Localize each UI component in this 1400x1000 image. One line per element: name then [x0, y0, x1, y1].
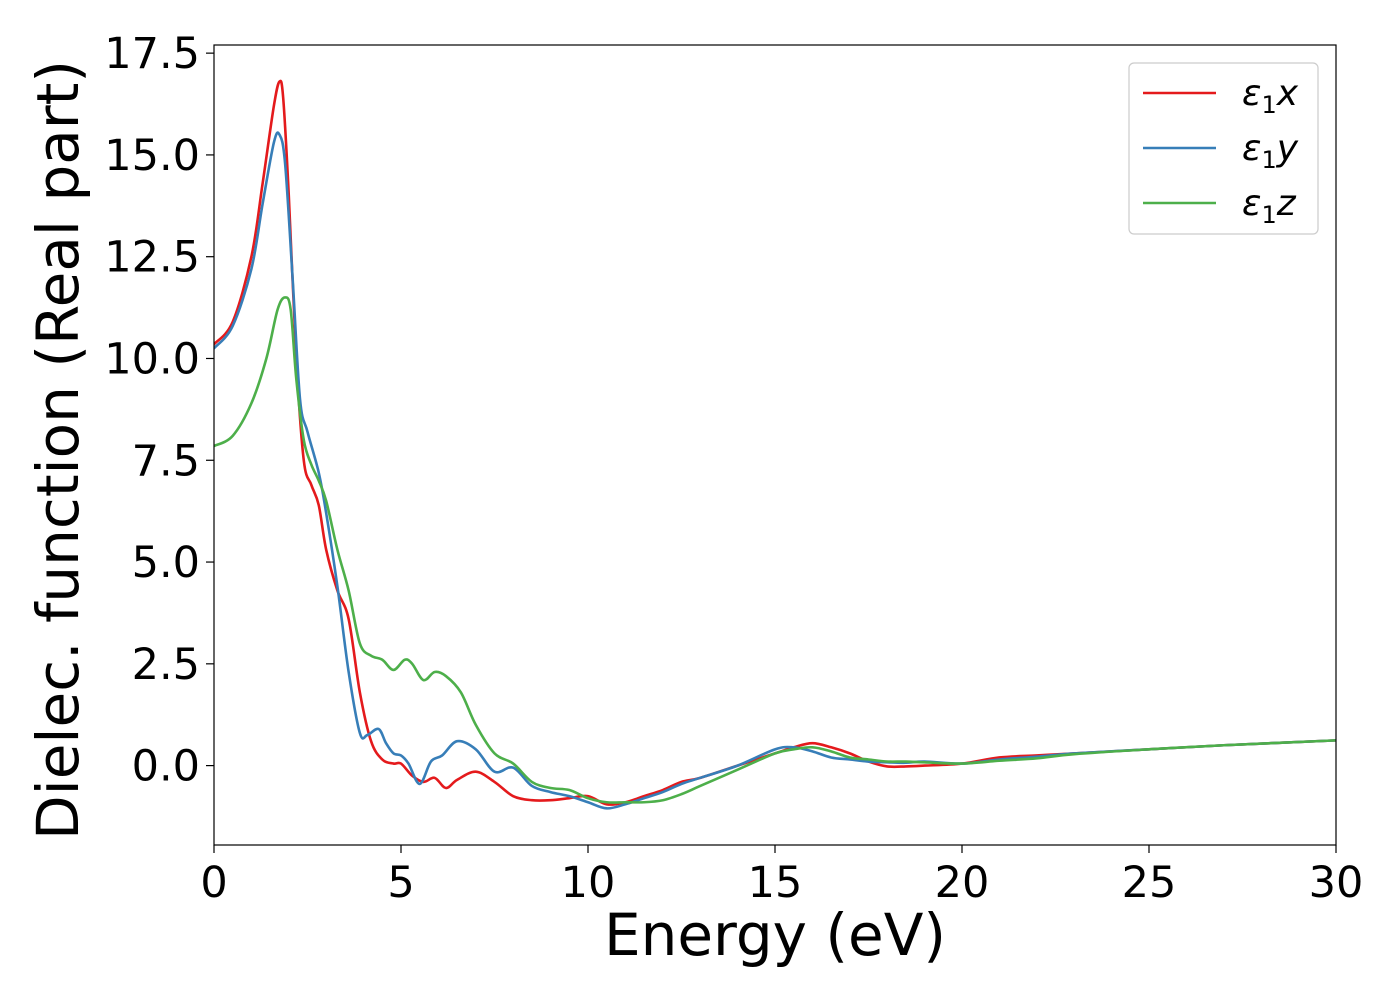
- x-tick-label: 15: [748, 858, 803, 908]
- x-axis: 0 5 10 15 20 25 30: [200, 845, 1363, 908]
- y-tick-label: 2.5: [132, 640, 200, 690]
- legend-box: [1128, 62, 1319, 235]
- legend-variable: z: [1276, 183, 1297, 224]
- legend-symbol: ε: [1242, 73, 1261, 114]
- x-tick-label: 0: [200, 858, 227, 908]
- x-tick-label: 30: [1309, 858, 1364, 908]
- legend-label-x: ε1x: [1242, 73, 1299, 119]
- y-tick-label: 17.5: [104, 29, 200, 79]
- legend-variable: y: [1276, 128, 1299, 169]
- y-tick-label: 0.0: [132, 742, 200, 792]
- y-tick-label: 15.0: [104, 131, 200, 181]
- legend-symbol: ε: [1242, 183, 1261, 224]
- x-tick-label: 20: [935, 858, 990, 908]
- y-axis-title: Dielec. function (Real part): [24, 60, 92, 840]
- legend-subscript: 1: [1261, 146, 1276, 174]
- y-axis: 0.0 2.5 5.0 7.5 10.0 12.5 15.0 17.5: [104, 29, 214, 792]
- legend-label-y: ε1y: [1242, 128, 1299, 174]
- legend-symbol: ε: [1242, 128, 1261, 169]
- y-tick-label: 7.5: [132, 436, 200, 486]
- x-tick-label: 10: [561, 858, 616, 908]
- series-group: [214, 79, 1336, 810]
- x-axis-title: Energy (eV): [604, 901, 946, 969]
- legend-subscript: 1: [1261, 201, 1276, 229]
- series-line-z: [214, 296, 1336, 804]
- y-tick-label: 10.0: [104, 334, 200, 384]
- legend-subscript: 1: [1261, 91, 1276, 119]
- y-tick-label: 12.5: [104, 233, 200, 283]
- legend-variable: x: [1276, 73, 1299, 114]
- x-tick-label: 25: [1122, 858, 1177, 908]
- x-tick-label: 5: [387, 858, 414, 908]
- legend-label-z: ε1z: [1242, 183, 1297, 229]
- y-tick-label: 5.0: [132, 538, 200, 588]
